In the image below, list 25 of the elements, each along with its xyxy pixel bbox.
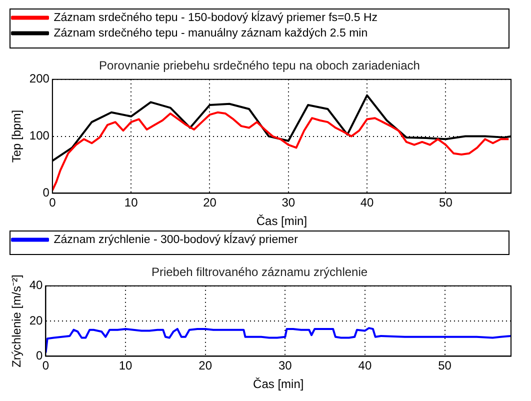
y-tick-label: 20 <box>29 313 44 328</box>
y-axis-title: Zrýchlenie [m/s⁻²] <box>10 274 24 368</box>
x-axis-title: Čas [min] <box>253 377 304 392</box>
x-tick-label: 10 <box>118 358 133 373</box>
legend-label: Záznam srdečného tepu - 150-bodový kĺzavý priemer fs=0.5 Hz <box>54 10 378 24</box>
y-axis-title: Tep [bpm] <box>10 110 24 163</box>
x-tick-label: 50 <box>438 358 452 373</box>
x-axis-title: Čas [min] <box>256 214 308 228</box>
y-tick-label: 100 <box>29 128 50 143</box>
legend-label: Záznam zrýchlenie - 300-bodový kĺzavý priemer <box>54 232 298 246</box>
y-tick-label: 40 <box>29 278 44 292</box>
y-tick-label: 200 <box>29 72 50 86</box>
x-tick-label: 20 <box>198 358 212 373</box>
x-tick-label: 40 <box>360 196 374 210</box>
x-tick-label: 40 <box>358 358 372 373</box>
x-tick-label: 10 <box>124 196 138 210</box>
y-tick-label: 0 <box>42 186 50 200</box>
chart-title: Priebeh filtrovaného záznamu zrýchlenie <box>151 265 368 280</box>
y-tick-label: 0 <box>36 348 44 363</box>
chart-title: Porovnanie priebehu srdečného tepu na oboch zariadeniach <box>99 58 420 73</box>
x-tick-label: 50 <box>439 196 453 210</box>
legend-label: Záznam srdečného tepu - manuálny záznam každých 2.5 min <box>54 27 368 40</box>
x-tick-label: 30 <box>278 358 292 373</box>
x-tick-label: 20 <box>203 196 217 210</box>
x-tick-label: 30 <box>282 196 296 210</box>
